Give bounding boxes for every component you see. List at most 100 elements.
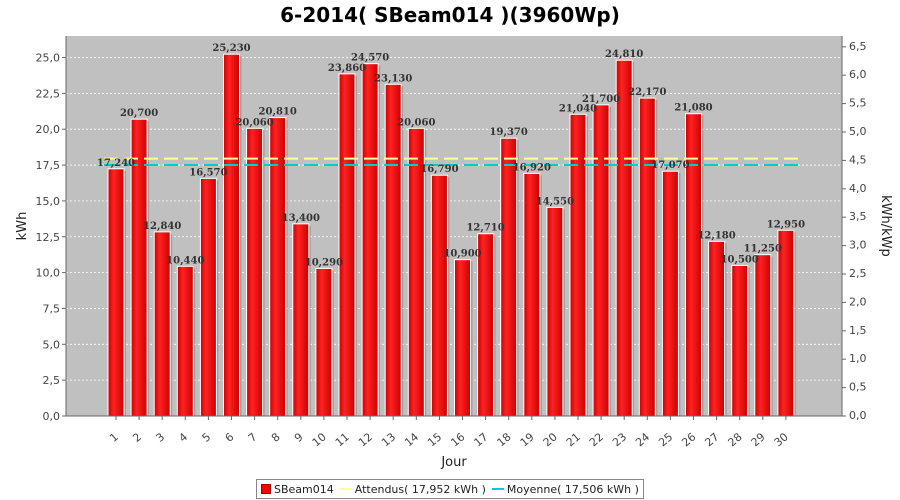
bar-value-label: 23,130: [374, 73, 412, 84]
bar: [269, 117, 287, 417]
legend-item-attendus: Attendus( 17,952 kWh ): [339, 482, 486, 496]
bar-value-label: 23,860: [328, 63, 366, 74]
bar-value-label: 20,060: [235, 117, 273, 128]
bar: [176, 265, 194, 417]
y-tick-label: 20,0: [36, 123, 61, 136]
x-tick-label: 9: [292, 430, 306, 444]
x-tick-label: 6: [223, 430, 237, 444]
y-tick-label: 22,5: [36, 87, 61, 100]
bar-value-label: 16,570: [189, 167, 227, 178]
bar: [708, 240, 726, 417]
y2-tick-label: 4,0: [849, 182, 867, 195]
bar: [523, 172, 541, 417]
bar: [338, 73, 356, 417]
bar: [500, 137, 518, 417]
bar-value-label: 21,080: [674, 103, 712, 114]
bar-value-label: 10,500: [721, 254, 759, 265]
y2-tick-label: 2,0: [849, 295, 867, 308]
bar-value-label: 12,950: [767, 219, 805, 230]
bar: [107, 168, 125, 417]
bar-value-label: 21,040: [559, 103, 597, 114]
y-tick-label: 25,0: [36, 52, 61, 65]
bar-value-label: 19,370: [490, 127, 528, 138]
bar-value-label: 22,170: [628, 87, 666, 98]
y2-tick-label: 3,0: [849, 239, 867, 252]
bar-value-label: 14,550: [536, 196, 574, 207]
y2-tick-label: 6,0: [849, 68, 867, 81]
x-tick-label: 8: [269, 430, 283, 444]
bar: [199, 177, 217, 417]
bar-value-label: 12,180: [697, 230, 735, 241]
x-tick-label: 11: [333, 430, 352, 449]
x-tick-label: 13: [379, 430, 398, 449]
y-tick-label: 12,5: [36, 231, 61, 244]
reference-lines: [104, 157, 798, 166]
bar: [246, 127, 264, 417]
bar: [361, 63, 379, 417]
bar: [546, 206, 564, 417]
bar: [384, 83, 402, 417]
legend-swatch-attendus: [339, 488, 352, 490]
x-tick-label: 29: [749, 430, 768, 449]
y2-tick-label: 5,0: [849, 125, 867, 138]
x-tick-label: 17: [471, 430, 490, 449]
bar: [430, 174, 448, 417]
x-tick-label: 30: [772, 430, 791, 449]
chart-title: 6-2014( SBeam014 )(3960Wp): [280, 3, 620, 27]
y-tick-label: 15,0: [36, 195, 61, 208]
bar: [315, 267, 333, 417]
x-tick-label: 18: [495, 430, 514, 449]
y2-tick-label: 0,5: [849, 381, 867, 394]
x-tick-label: 4: [177, 430, 191, 444]
bar-value-label: 10,900: [443, 249, 481, 260]
bar-value-label: 13,400: [282, 213, 320, 224]
bar: [777, 229, 795, 417]
bar-value-label: 20,060: [397, 117, 435, 128]
bar: [477, 233, 495, 417]
x-tick-label: 15: [425, 430, 444, 449]
bar-value-label: 10,440: [166, 255, 204, 266]
legend-swatch-moyenne: [491, 488, 504, 490]
bar-value-label: 11,250: [744, 244, 782, 255]
bar-value-label: 16,790: [420, 164, 458, 175]
bar-value-label: 17,240: [97, 158, 135, 169]
bar-value-label: 17,070: [651, 160, 689, 171]
y2-tick-label: 1,0: [849, 352, 867, 365]
bar-value-label: 12,840: [143, 221, 181, 232]
bars: [107, 53, 796, 417]
legend-item-sbeam: SBeam014: [261, 483, 334, 496]
y2-tick-label: 0,0: [849, 409, 867, 422]
bar-value-label: 16,920: [513, 162, 551, 173]
y2-tick-label: 1,5: [849, 324, 867, 337]
x-tick-label: 12: [356, 430, 375, 449]
x-axis-label: Jour: [440, 455, 467, 470]
bar-value-label: 25,230: [212, 43, 250, 54]
x-tick-label: 3: [153, 430, 167, 444]
y-tick-label: 7,5: [43, 302, 61, 315]
legend: SBeam014 Attendus( 17,952 kWh ) Moyenne(…: [256, 479, 644, 499]
bar: [615, 59, 633, 417]
x-tick-label: 19: [518, 430, 537, 449]
y-tick-label: 10,0: [36, 267, 61, 280]
y2-tick-label: 4,5: [849, 153, 867, 166]
legend-label-attendus: Attendus( 17,952 kWh ): [354, 482, 486, 496]
x-tick-label: 27: [702, 430, 721, 449]
bar: [754, 254, 772, 417]
x-tick-label: 28: [726, 430, 745, 449]
x-tick-label: 1: [107, 430, 121, 444]
bar: [292, 223, 310, 417]
bar: [638, 97, 656, 417]
bar: [223, 53, 240, 417]
bar-value-label: 20,700: [120, 108, 158, 119]
y2-axis-label: kWh/kWp: [878, 195, 893, 257]
y2-tick-label: 5,5: [849, 97, 867, 110]
bar: [454, 259, 471, 417]
bar-value-label: 10,290: [305, 257, 343, 268]
legend-label-sbeam: SBeam014: [274, 482, 334, 496]
bar: [661, 170, 679, 417]
y-tick-label: 17,5: [36, 159, 61, 172]
bar-value-label: 21,700: [582, 94, 620, 105]
bar-value-label: 20,810: [259, 107, 297, 118]
x-tick-label: 20: [541, 430, 560, 449]
